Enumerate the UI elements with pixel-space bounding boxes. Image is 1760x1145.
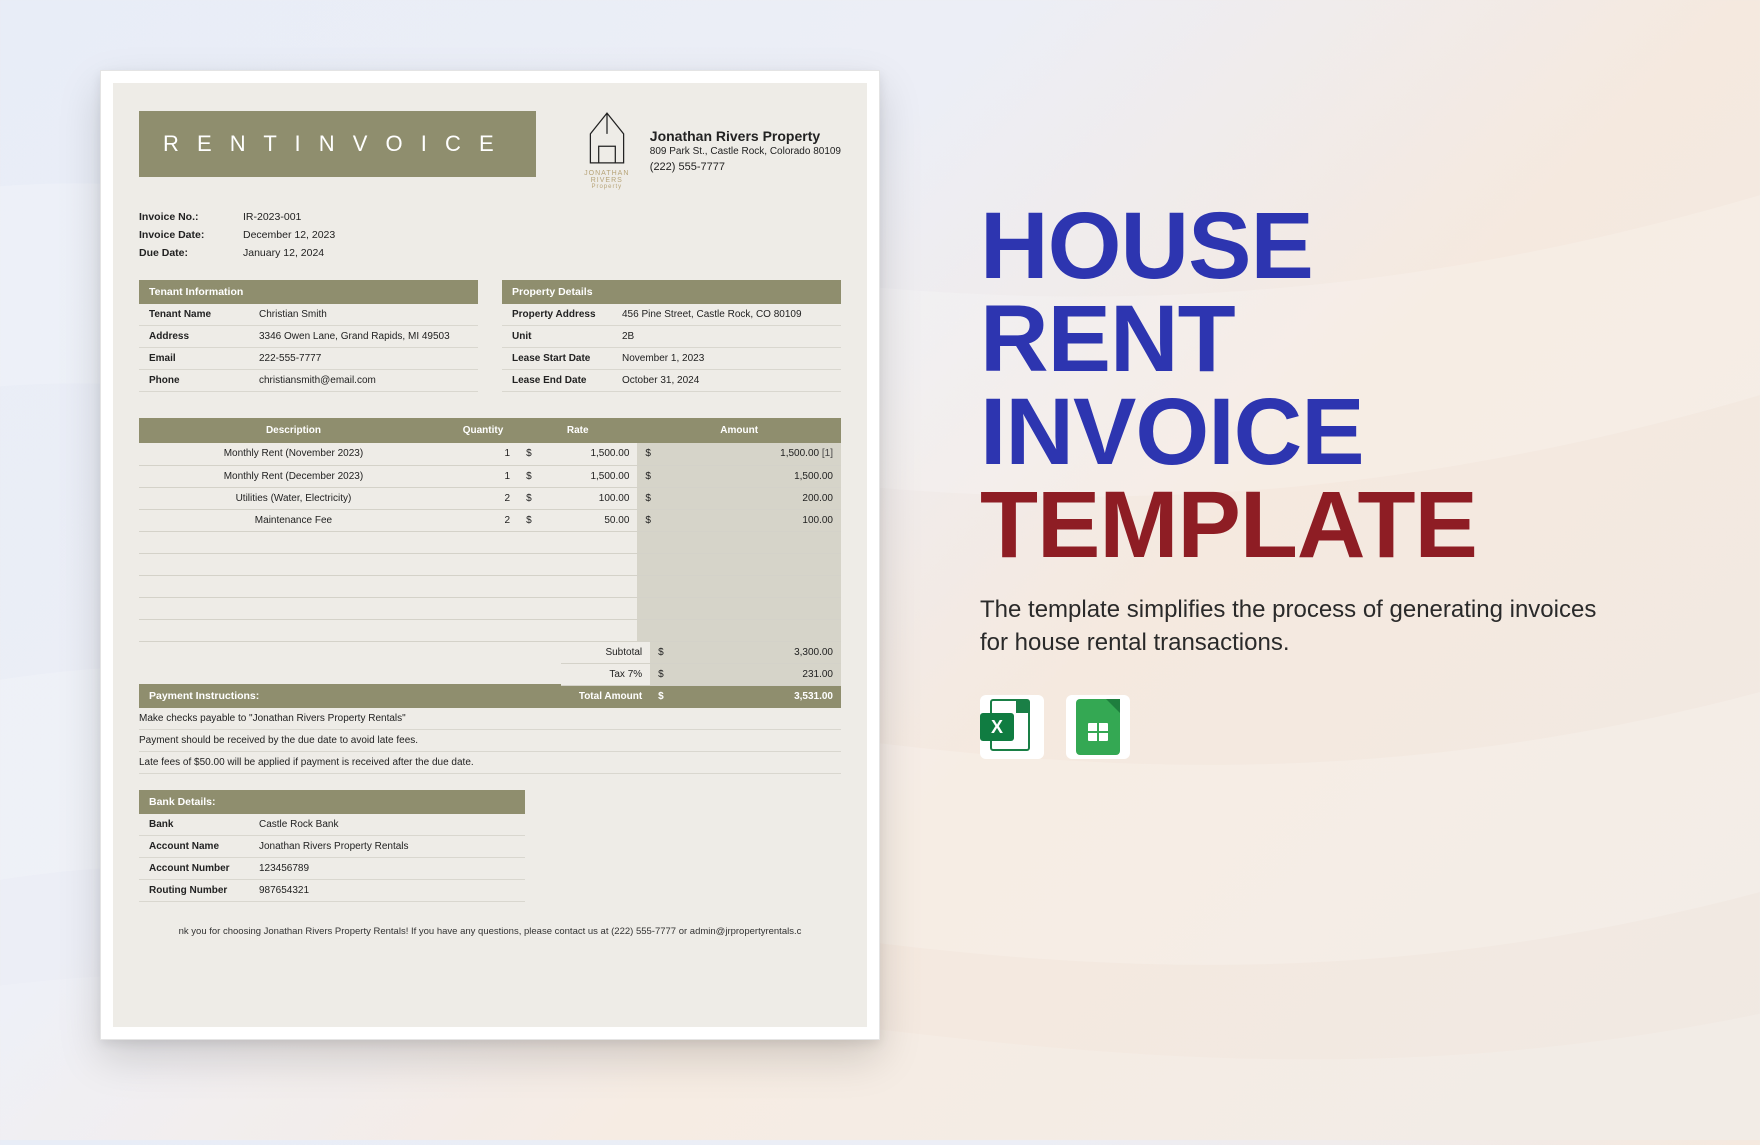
info-row: Account Number123456789 [139,858,525,880]
meta-row: Invoice Date:December 12, 2023 [139,226,841,244]
info-row: Routing Number987654321 [139,880,525,902]
payment-instructions: Make checks payable to "Jonathan Rivers … [139,708,841,774]
info-row: Lease Start DateNovember 1, 2023 [502,348,841,370]
table-row [139,619,841,641]
excel-icon: X [980,695,1044,759]
info-row: BankCastle Rock Bank [139,814,525,836]
headline-3: INVOICE [980,386,1670,479]
invoice-sheet: R E N T I N V O I C E JONATHAN RIVERS Pr… [113,83,867,1027]
table-row [139,597,841,619]
table-row [139,531,841,553]
headline-4: TEMPLATE [980,479,1670,572]
invoice-meta: Invoice No.:IR-2023-001Invoice Date:Dece… [139,208,841,262]
info-row: Lease End DateOctober 31, 2024 [502,370,841,392]
info-row: Unit2B [502,326,841,348]
headline-1: HOUSE [980,200,1670,293]
info-row: Email222-555-7777 [139,348,478,370]
line-items-table: Description Quantity Rate Amount Monthly… [139,418,841,642]
payment-header: Payment Instructions: [139,684,561,708]
table-row [139,575,841,597]
info-row: Property Address456 Pine Street, Castle … [502,304,841,326]
table-row: Utilities (Water, Electricity) 2 $ 100.0… [139,487,841,509]
invoice-card: R E N T I N V O I C E JONATHAN RIVERS Pr… [100,70,880,1040]
pay-line: Late fees of $50.00 will be applied if p… [139,752,841,774]
meta-row: Due Date:January 12, 2024 [139,244,841,262]
pay-line: Make checks payable to "Jonathan Rivers … [139,708,841,730]
table-row: Monthly Rent (December 2023) 1 $ 1,500.0… [139,465,841,487]
table-row: Maintenance Fee 2 $ 50.00 $ 100.00 [139,509,841,531]
info-row: Address3346 Owen Lane, Grand Rapids, MI … [139,326,478,348]
totals-block: Payment Instructions: Subtotal$3,300.00 … [139,642,841,708]
bank-details: Bank Details: BankCastle Rock BankAccoun… [139,790,525,902]
info-row: Phonechristiansmith@email.com [139,370,478,392]
company-phone: (222) 555-7777 [650,161,841,173]
info-row: Account NameJonathan Rivers Property Ren… [139,836,525,858]
table-row: Monthly Rent (November 2023) 1 $ 1,500.0… [139,443,841,465]
invoice-title: R E N T I N V O I C E [139,111,536,177]
headline-2: RENT [980,293,1670,386]
tenant-panel: Tenant Information Tenant NameChristian … [139,280,478,392]
tagline: The template simplifies the process of g… [980,594,1600,659]
company-address: 809 Park St., Castle Rock, Colorado 8010… [650,146,841,157]
property-panel: Property Details Property Address456 Pin… [502,280,841,392]
company-brand: JONATHAN RIVERS Property Jonathan Rivers… [578,111,841,190]
company-name: Jonathan Rivers Property [650,128,841,144]
google-sheets-icon [1066,695,1130,759]
table-row [139,553,841,575]
meta-row: Invoice No.:IR-2023-001 [139,208,841,226]
footer-note: nk you for choosing Jonathan Rivers Prop… [139,926,841,937]
promo-panel: HOUSE RENT INVOICE TEMPLATE The template… [980,70,1670,1070]
pay-line: Payment should be received by the due da… [139,730,841,752]
info-row: Tenant NameChristian Smith [139,304,478,326]
house-logo-icon: JONATHAN RIVERS Property [578,111,636,190]
